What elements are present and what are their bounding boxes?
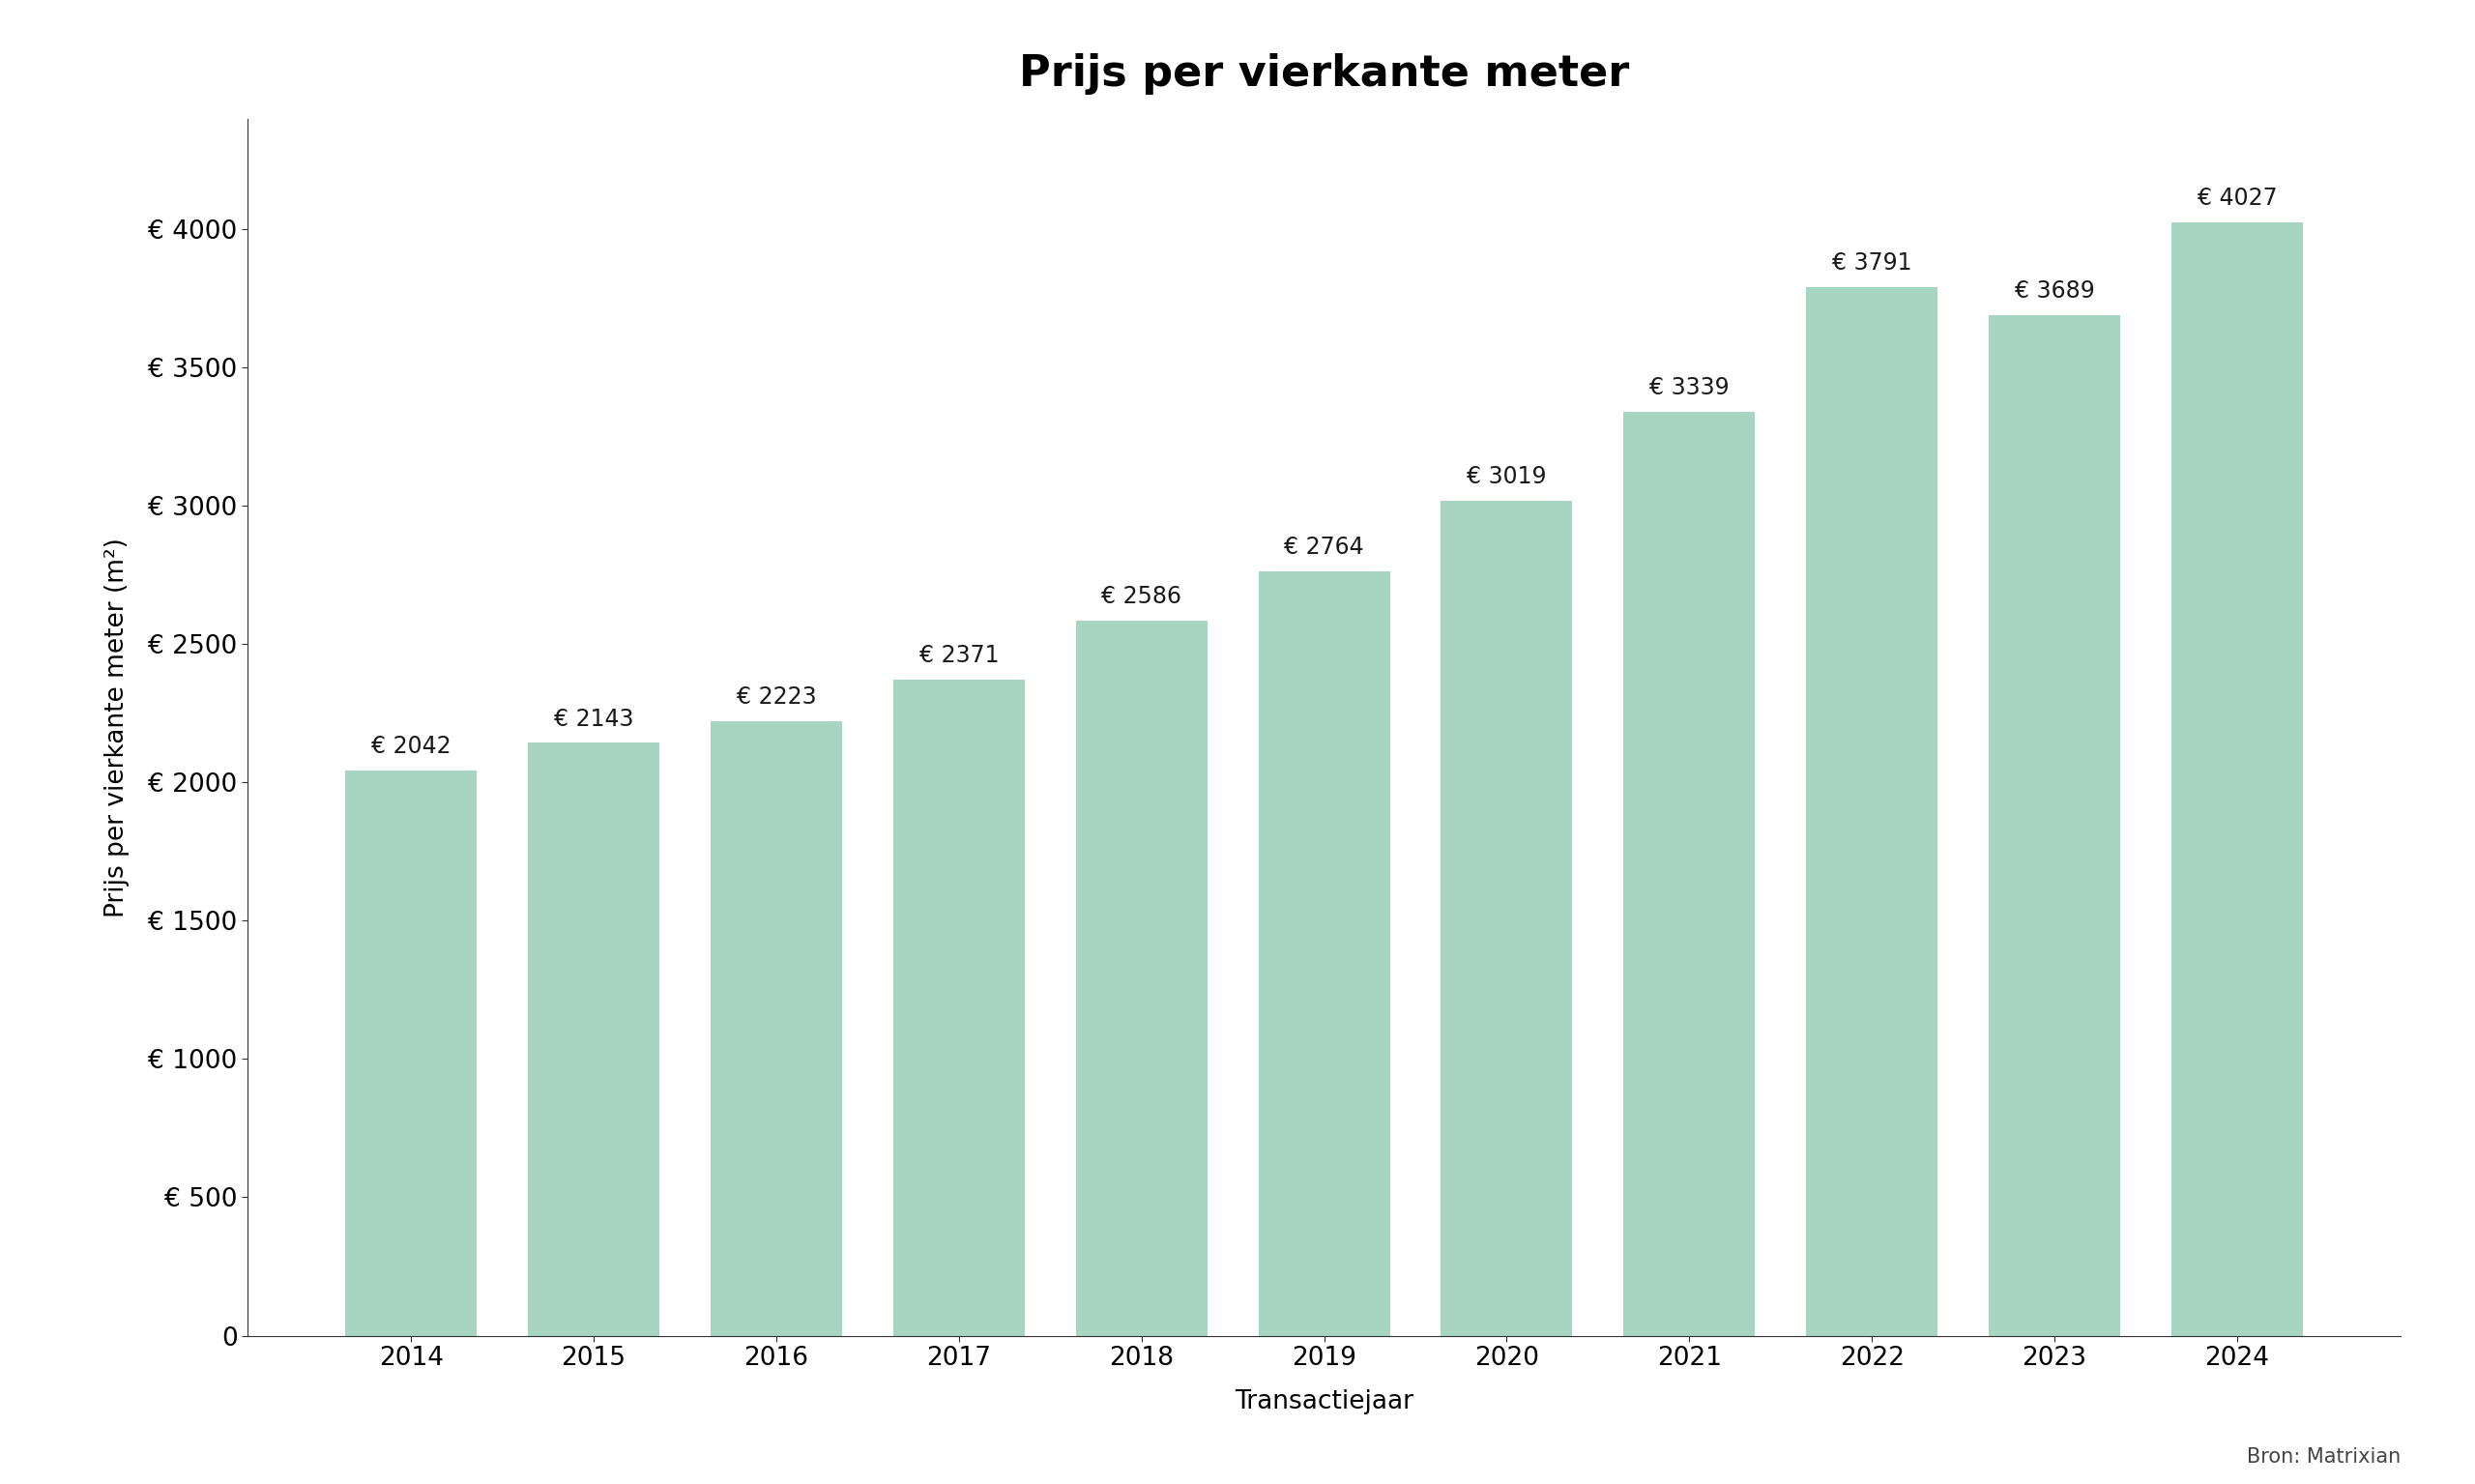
Bar [1440,500,1572,1336]
Text: € 2764: € 2764 [1285,536,1364,559]
Text: € 3339: € 3339 [1648,377,1730,399]
Text: € 2371: € 2371 [918,644,1000,668]
Bar [1990,316,2121,1336]
Bar [1077,620,1208,1336]
Bar [527,743,658,1336]
Text: € 2223: € 2223 [738,686,817,708]
Text: € 3791: € 3791 [1832,251,1911,275]
Bar [710,721,842,1336]
Text: € 3019: € 3019 [1468,464,1547,488]
Bar [347,770,478,1336]
X-axis label: Transactiejaar: Transactiejaar [1235,1389,1413,1414]
Bar [1257,571,1391,1336]
Bar [1624,413,1755,1336]
Y-axis label: Prijs per vierkante meter (m²): Prijs per vierkante meter (m²) [104,537,129,917]
Text: € 3689: € 3689 [2015,279,2094,303]
Text: € 4027: € 4027 [2198,186,2277,209]
Title: Prijs per vierkante meter: Prijs per vierkante meter [1020,53,1629,95]
Bar [2171,223,2302,1336]
Bar [1807,286,1938,1336]
Text: Bron: Matrixian: Bron: Matrixian [2247,1447,2401,1466]
Text: € 2586: € 2586 [1101,585,1181,608]
Text: € 2143: € 2143 [554,708,634,730]
Text: € 2042: € 2042 [371,735,450,758]
Bar [893,680,1025,1336]
